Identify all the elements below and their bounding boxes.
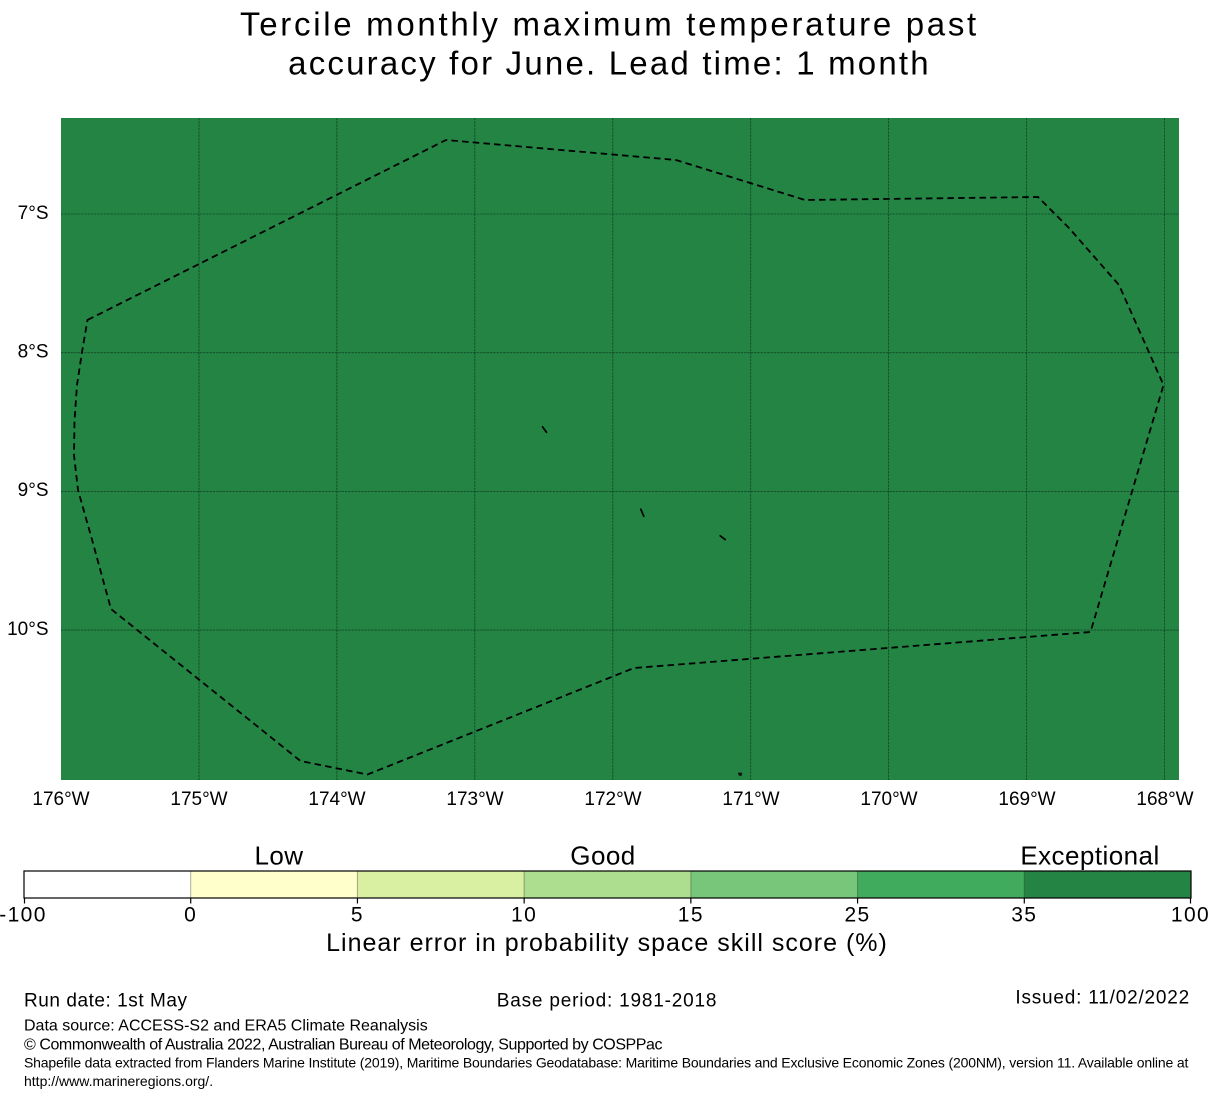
svg-text:10: 10 <box>511 904 537 927</box>
svg-text:Issued: 11/02/2022: Issued: 11/02/2022 <box>1015 988 1190 1009</box>
svg-text:0: 0 <box>184 904 197 927</box>
svg-text:http://www.marineregions.org/.: http://www.marineregions.org/. <box>24 1073 213 1089</box>
svg-text:7°S: 7°S <box>18 203 49 224</box>
svg-text:174°W: 174°W <box>308 789 365 810</box>
svg-text:accuracy for June. Lead time:: accuracy for June. Lead time: 1 month <box>288 45 931 82</box>
svg-text:169°W: 169°W <box>998 789 1055 810</box>
svg-text:10°S: 10°S <box>7 619 48 640</box>
svg-text:5: 5 <box>351 904 364 927</box>
svg-text:100: 100 <box>1171 904 1210 927</box>
svg-text:Shapefile data extracted from: Shapefile data extracted from Flanders M… <box>24 1055 1188 1071</box>
svg-text:Exceptional: Exceptional <box>1020 841 1159 871</box>
svg-text:Tercile monthly maximum temper: Tercile monthly maximum temperature past <box>240 6 979 43</box>
svg-text:-100: -100 <box>0 904 47 927</box>
svg-text:Run date: 1st May: Run date: 1st May <box>24 991 188 1012</box>
svg-text:8°S: 8°S <box>18 342 49 363</box>
svg-text:Good: Good <box>570 841 635 871</box>
svg-text:Data source: ACCESS-S2 and ERA: Data source: ACCESS-S2 and ERA5 Climate … <box>24 1018 428 1035</box>
svg-text:© Commonwealth of Australia 20: © Commonwealth of Australia 2022, Austra… <box>24 1037 662 1054</box>
svg-text:9°S: 9°S <box>18 480 49 501</box>
svg-text:175°W: 175°W <box>170 789 227 810</box>
svg-text:172°W: 172°W <box>584 789 641 810</box>
svg-text:35: 35 <box>1011 904 1037 927</box>
svg-text:Low: Low <box>254 841 303 871</box>
svg-text:15: 15 <box>678 904 704 927</box>
svg-text:173°W: 173°W <box>446 789 503 810</box>
svg-text:176°W: 176°W <box>32 789 89 810</box>
svg-text:168°W: 168°W <box>1136 789 1193 810</box>
svg-text:170°W: 170°W <box>860 789 917 810</box>
svg-text:Linear error in probability sp: Linear error in probability space skill … <box>326 929 888 957</box>
svg-text:Base period: 1981-2018: Base period: 1981-2018 <box>497 991 717 1012</box>
svg-text:171°W: 171°W <box>722 789 779 810</box>
svg-text:25: 25 <box>844 904 870 927</box>
